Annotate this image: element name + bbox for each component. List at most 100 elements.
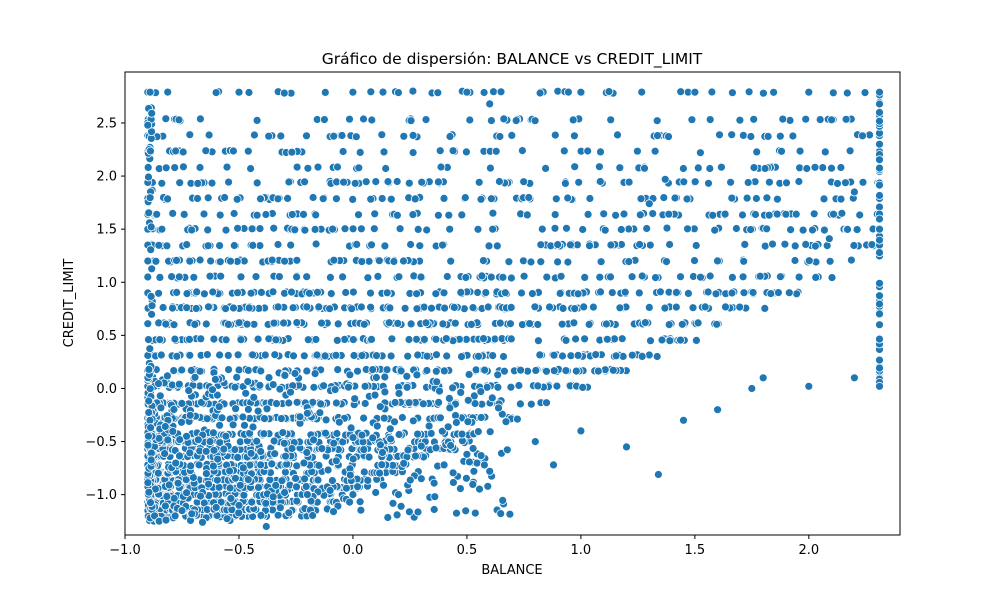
data-point [220, 193, 230, 202]
x-tick-label: 1.0 [571, 543, 592, 558]
data-point [476, 387, 486, 397]
data-point [611, 210, 620, 220]
data-point [463, 417, 473, 427]
data-point [421, 115, 431, 124]
data-point [690, 87, 700, 97]
data-point [190, 372, 200, 382]
data-point [280, 370, 290, 380]
data-point [604, 87, 614, 96]
data-point [827, 163, 836, 173]
data-point [461, 147, 471, 157]
data-point [875, 291, 884, 301]
data-point [519, 256, 528, 266]
data-point [619, 209, 629, 219]
data-point [205, 437, 215, 447]
data-point [311, 210, 321, 220]
x-tick-label: −1.0 [109, 543, 141, 558]
data-point [875, 299, 884, 309]
data-point [875, 191, 884, 200]
data-point [271, 335, 281, 345]
data-point [325, 304, 335, 314]
data-point [738, 210, 747, 220]
data-point [442, 272, 452, 281]
data-point [261, 522, 271, 531]
data-point [212, 390, 222, 400]
data-point [172, 287, 182, 297]
data-point [637, 87, 647, 97]
data-point [422, 351, 432, 361]
data-point [705, 164, 715, 173]
data-point [172, 351, 182, 361]
data-point [481, 288, 491, 298]
data-point [536, 240, 546, 250]
data-point [412, 289, 422, 299]
data-point [424, 421, 434, 431]
data-point [760, 241, 770, 251]
data-point [627, 350, 637, 360]
data-point [144, 172, 153, 182]
data-point [427, 303, 436, 313]
data-point [495, 318, 505, 328]
data-point [162, 371, 172, 381]
data-point [234, 500, 244, 510]
data-point [784, 288, 794, 298]
x-tick-label: 2.0 [798, 543, 819, 558]
data-point [248, 240, 258, 250]
data-point [345, 114, 354, 124]
data-point [875, 155, 884, 165]
data-point [146, 423, 156, 433]
data-point [500, 288, 510, 298]
data-point [556, 271, 566, 281]
data-point [727, 130, 737, 140]
data-point [578, 225, 588, 234]
data-point [153, 468, 163, 478]
data-point [319, 381, 329, 391]
data-point [223, 350, 233, 360]
data-point [402, 382, 412, 392]
data-point [479, 334, 488, 344]
data-point [670, 193, 680, 203]
data-point [350, 178, 360, 188]
data-point [488, 224, 498, 234]
data-point [290, 225, 300, 235]
data-point [302, 490, 312, 500]
data-point [243, 377, 253, 387]
data-point [302, 131, 311, 141]
data-point [435, 413, 445, 423]
data-point [378, 448, 387, 457]
data-point [277, 476, 287, 486]
data-point [732, 224, 741, 233]
data-point [450, 318, 460, 328]
data-point [585, 194, 595, 203]
data-point [385, 424, 395, 434]
data-point [413, 224, 423, 234]
data-point [264, 373, 274, 383]
data-point [593, 366, 603, 376]
data-point [235, 437, 245, 447]
data-point [444, 393, 454, 403]
data-point [145, 87, 155, 97]
data-point [571, 334, 580, 344]
data-point [615, 163, 625, 173]
data-point [583, 146, 593, 156]
data-point [542, 398, 551, 408]
data-point [580, 272, 590, 282]
data-point [794, 177, 804, 186]
data-point [160, 449, 170, 459]
data-point [443, 422, 453, 432]
x-tick-label: 0.0 [343, 543, 364, 558]
data-point [811, 272, 821, 282]
data-point [156, 350, 166, 360]
data-point [470, 508, 480, 518]
data-point [348, 194, 358, 204]
data-point [224, 365, 233, 375]
data-point [472, 458, 482, 468]
data-point [804, 87, 814, 97]
data-point [301, 482, 311, 491]
data-point [299, 209, 308, 219]
data-point [875, 139, 884, 149]
data-point [677, 319, 687, 329]
data-point [860, 88, 870, 97]
chart-title: Gráfico de dispersión: BALANCE vs CREDIT… [322, 50, 703, 69]
data-point [221, 431, 231, 441]
